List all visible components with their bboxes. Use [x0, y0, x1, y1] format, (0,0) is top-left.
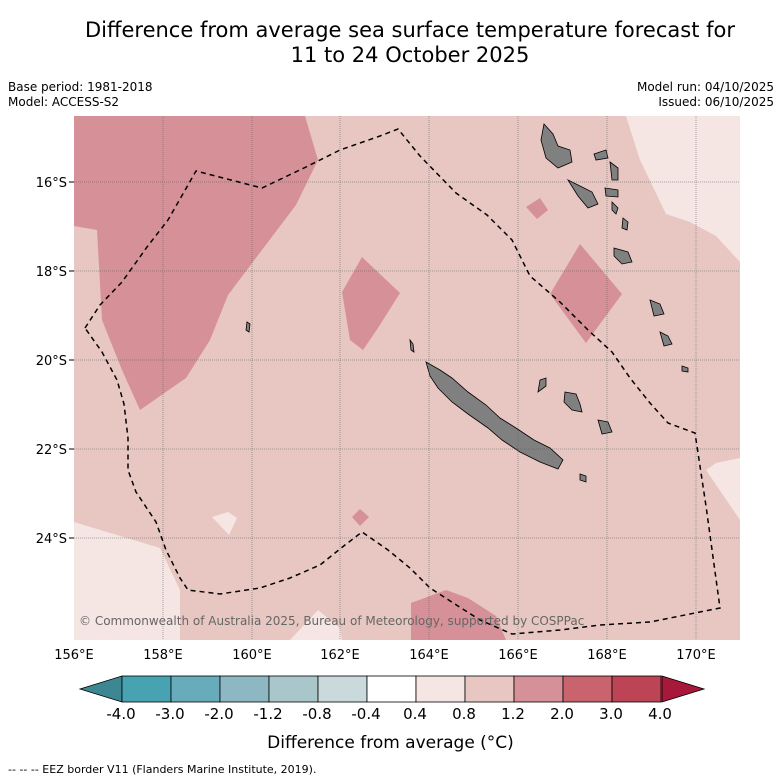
- colorbar-swatch-4: [317, 675, 368, 703]
- anomaly-warm-patch-small-s: [352, 509, 369, 526]
- axis-ticks: [69, 181, 74, 539]
- tongoa-islet: [611, 201, 619, 215]
- colorbar-tick-label-2: -2.0: [204, 705, 234, 723]
- colorbar-swatch-0: [121, 675, 172, 703]
- lifou-island: [563, 391, 583, 413]
- malekula-small-island: [593, 149, 609, 161]
- tanna-island: [659, 331, 673, 347]
- colorbar-over-arrow: [661, 675, 706, 703]
- title-line-1: Difference from average sea surface temp…: [85, 18, 735, 42]
- anomaly-light-region-e: [706, 458, 740, 520]
- colorbar-tick-label-3: -1.2: [253, 705, 283, 723]
- colorbar-swatch-10: [611, 675, 662, 703]
- anomaly-light-region-ne: [626, 116, 740, 262]
- colorbar: [78, 675, 706, 703]
- lat-label-16s: 16°S: [36, 176, 67, 191]
- surprise-islet: [409, 338, 415, 353]
- lon-label-158e: 158°E: [143, 648, 183, 663]
- colorbar-title: Difference from average (°C): [267, 733, 514, 753]
- colorbar-swatches: [121, 675, 662, 703]
- colorbar-under-arrow: [78, 675, 123, 703]
- lat-label-20s: 20°S: [36, 354, 67, 369]
- lon-label-166e: 166°E: [498, 648, 538, 663]
- aneityum-island: [681, 365, 689, 373]
- issued-text: Issued: 06/10/2025: [658, 95, 774, 109]
- anomaly-warm-patch-small-n: [526, 198, 548, 219]
- lon-label-156e: 156°E: [54, 648, 94, 663]
- epi-island: [604, 187, 619, 198]
- land-masses: [245, 123, 689, 483]
- eez-border: [84, 128, 721, 635]
- efate-island: [613, 247, 633, 265]
- meta-right: Model run: 04/10/2025 Issued: 06/10/2025: [637, 80, 774, 110]
- new-caledonia-island: [425, 361, 564, 470]
- base-period-text: Base period: 1981-2018: [8, 80, 153, 94]
- title-line-2: 11 to 24 October 2025: [290, 43, 530, 67]
- lon-label-162e: 162°E: [320, 648, 360, 663]
- map-area: [74, 116, 740, 640]
- colorbar-tick-label-0: -4.0: [106, 705, 136, 723]
- lat-label-18s: 18°S: [36, 265, 67, 280]
- colorbar-swatch-2: [219, 675, 270, 703]
- colorbar-swatch-5: [366, 675, 417, 703]
- colorbar-tick-label-9: 2.0: [550, 705, 574, 723]
- colorbar-swatch-3: [268, 675, 319, 703]
- colorbar-swatch-8: [513, 675, 564, 703]
- eez-footnote: -- -- -- EEZ border V11 (Flanders Marine…: [8, 763, 317, 776]
- colorbar-tick-label-4: -0.8: [302, 705, 332, 723]
- colorbar-tick-label-10: 3.0: [599, 705, 623, 723]
- malakula-island: [566, 179, 599, 209]
- anomaly-light-region-s: [290, 610, 342, 640]
- isle-of-pines: [579, 473, 587, 483]
- lat-labels: 16°S 18°S 20°S 22°S 24°S: [36, 176, 67, 547]
- map-title: Difference from average sea surface temp…: [40, 18, 780, 68]
- anomaly-light-patch: [212, 512, 237, 535]
- copyright-text: © Commonwealth of Australia 2025, Bureau…: [79, 614, 585, 628]
- meta-left: Base period: 1981-2018 Model: ACCESS-S2: [8, 80, 153, 110]
- anomaly-warm-patch-south: [411, 590, 506, 640]
- anomaly-light-region-sw: [74, 522, 180, 640]
- espiritu-santo-island: [540, 123, 573, 169]
- colorbar-swatch-6: [415, 675, 466, 703]
- lon-label-170e: 170°E: [676, 648, 716, 663]
- lon-labels: 156°E 158°E 160°E 162°E 164°E 166°E 168°…: [54, 648, 716, 663]
- colorbar-tick-label-7: 0.8: [452, 705, 476, 723]
- mare-island: [597, 419, 613, 435]
- shepherd-islets: [621, 217, 629, 231]
- lon-label-160e: 160°E: [232, 648, 272, 663]
- colorbar-tick-label-8: 1.2: [501, 705, 525, 723]
- lon-label-164e: 164°E: [409, 648, 449, 663]
- lon-label-168e: 168°E: [587, 648, 627, 663]
- lat-label-24s: 24°S: [36, 532, 67, 547]
- anomaly-warm-region-nw: [74, 116, 318, 410]
- colorbar-swatch-1: [170, 675, 221, 703]
- graticule: [74, 116, 740, 640]
- colorbar-tick-label-1: -3.0: [155, 705, 185, 723]
- colorbar-swatch-9: [562, 675, 613, 703]
- erromango-island: [649, 299, 665, 317]
- chesterfield-islet: [245, 321, 251, 333]
- ouvea-island: [537, 377, 547, 393]
- colorbar-tick-label-5: -0.4: [351, 705, 381, 723]
- colorbar-swatch-7: [464, 675, 515, 703]
- model-run-text: Model run: 04/10/2025: [636, 80, 774, 94]
- ambrym-island: [609, 161, 619, 181]
- model-text: Model: ACCESS-S2: [8, 95, 120, 109]
- colorbar-tick-label-6: 0.4: [403, 705, 427, 723]
- colorbar-tick-label-11: 4.0: [648, 705, 672, 723]
- anomaly-warm-patch-central: [342, 257, 400, 350]
- anomaly-warm-patch-vanuatu: [550, 244, 622, 343]
- lat-label-22s: 22°S: [36, 443, 67, 458]
